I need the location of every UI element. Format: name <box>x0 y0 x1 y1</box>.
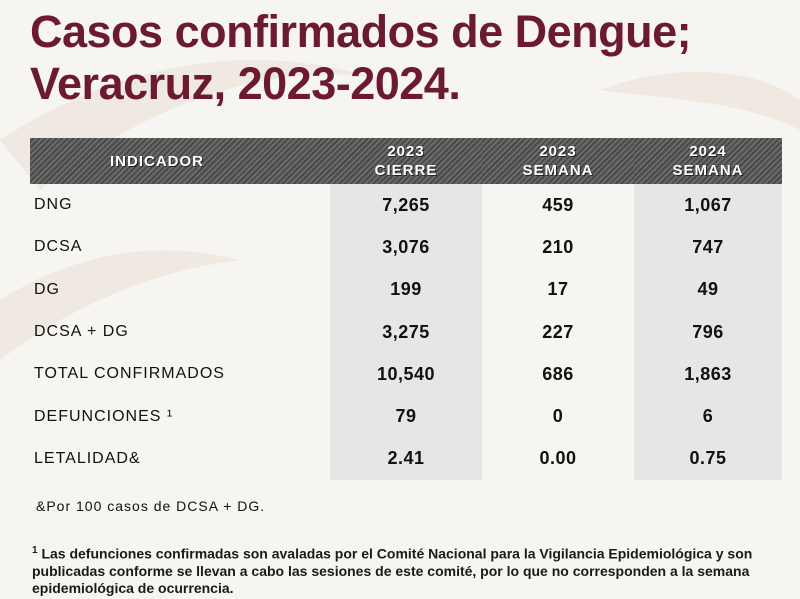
defunciones-footnote: 1 Las defunciones confirmadas son avalad… <box>32 542 782 597</box>
table-row: DG 199 17 49 <box>30 268 782 311</box>
value-2024-semana: 49 <box>634 268 782 311</box>
title-line-1: Casos confirmados de Dengue; <box>30 6 692 57</box>
header-label: CIERRE <box>374 162 438 179</box>
header-indicador: INDICADOR <box>30 138 330 184</box>
value-2023-cierre: 3,076 <box>330 226 482 269</box>
header-year: 2023 <box>539 143 577 160</box>
header-2023-semana: 2023 SEMANA <box>482 138 634 184</box>
value-2023-cierre: 79 <box>330 395 482 438</box>
value-2024-semana: 6 <box>634 395 782 438</box>
indicator-cell: DCSA <box>34 238 83 256</box>
dengue-table-container: INDICADOR 2023 CIERRE 2023 SEMANA 2024 S… <box>30 138 782 481</box>
footnote-text: Las defunciones confirmadas son avaladas… <box>32 545 753 596</box>
value-2023-semana: 0.00 <box>482 437 634 481</box>
value-2023-cierre: 7,265 <box>330 184 482 227</box>
indicator-cell: DG <box>34 280 60 298</box>
letalidad-note: &Por 100 casos de DCSA + DG. <box>36 498 266 514</box>
dengue-table: INDICADOR 2023 CIERRE 2023 SEMANA 2024 S… <box>30 138 782 481</box>
value-2023-semana: 227 <box>482 310 634 354</box>
indicator-cell: TOTAL CONFIRMADOS <box>34 365 225 383</box>
value-2023-cierre: 3,275 <box>330 310 482 354</box>
header-year: 2023 <box>387 143 425 160</box>
table-header-row: INDICADOR 2023 CIERRE 2023 SEMANA 2024 S… <box>30 138 782 184</box>
indicator-cell: LETALIDAD& <box>34 449 141 467</box>
value-2023-semana: 210 <box>482 226 634 269</box>
value-2024-semana: 0.75 <box>634 437 782 481</box>
value-2024-semana: 1,863 <box>634 353 782 396</box>
table-row: DNG 7,265 459 1,067 <box>30 184 782 227</box>
page-title: Casos confirmados de Dengue; Veracruz, 2… <box>30 6 790 110</box>
table-row: TOTAL CONFIRMADOS 10,540 686 1,863 <box>30 353 782 396</box>
indicator-cell: DEFUNCIONES ¹ <box>34 407 174 425</box>
header-label: INDICADOR <box>110 152 204 170</box>
value-2023-semana: 0 <box>482 395 634 438</box>
value-2023-cierre: 10,540 <box>330 353 482 396</box>
value-2024-semana: 747 <box>634 226 782 269</box>
footnote-mark: 1 <box>32 545 38 556</box>
title-line-2: Veracruz, 2023-2024. <box>30 58 461 109</box>
value-2023-semana: 686 <box>482 353 634 396</box>
header-year: 2024 <box>689 143 727 160</box>
value-2023-semana: 459 <box>482 184 634 227</box>
header-label: SEMANA <box>522 162 594 179</box>
table-row: DEFUNCIONES ¹ 79 0 6 <box>30 395 782 438</box>
header-2023-cierre: 2023 CIERRE <box>330 138 482 184</box>
value-2024-semana: 796 <box>634 310 782 354</box>
header-2024-semana: 2024 SEMANA <box>634 138 782 184</box>
indicator-cell: DNG <box>34 196 73 214</box>
indicator-cell: DCSA + DG <box>34 323 129 341</box>
header-label: SEMANA <box>672 162 744 179</box>
table-row: DCSA + DG 3,275 227 796 <box>30 310 782 354</box>
value-2024-semana: 1,067 <box>634 184 782 227</box>
value-2023-cierre: 199 <box>330 268 482 311</box>
table-row: DCSA 3,076 210 747 <box>30 226 782 269</box>
value-2023-cierre: 2.41 <box>330 437 482 481</box>
value-2023-semana: 17 <box>482 268 634 311</box>
table-row: LETALIDAD& 2.41 0.00 0.75 <box>30 437 782 481</box>
